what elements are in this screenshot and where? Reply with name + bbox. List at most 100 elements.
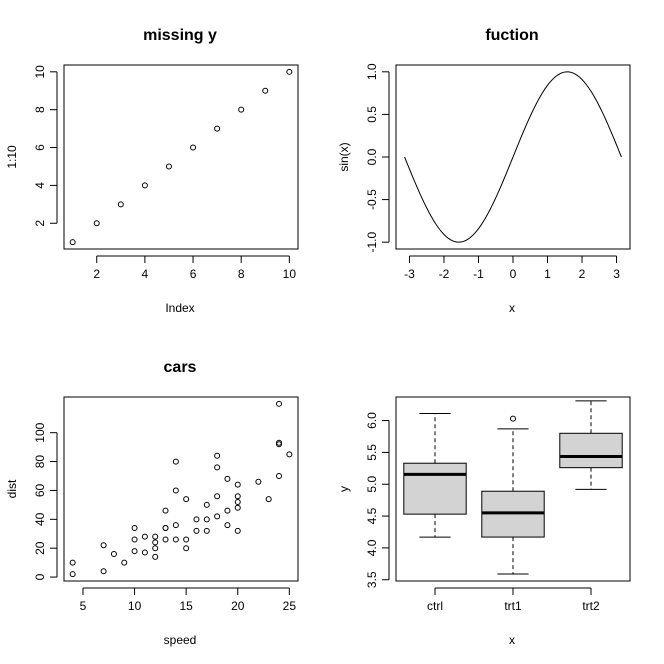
chart-title: missing y	[143, 27, 217, 44]
x-tick-label: 5	[80, 599, 87, 613]
data-point	[100, 542, 107, 549]
x-axis-label: x	[509, 633, 515, 647]
x-axis-label: x	[509, 301, 515, 315]
box-body	[559, 432, 623, 469]
data-point	[110, 550, 117, 557]
data-point	[203, 501, 210, 508]
data-point	[162, 536, 169, 543]
y-tick-label: 0.5	[365, 106, 379, 123]
y-axis: 0 20 40 60 80 100	[33, 422, 58, 580]
data-point	[172, 522, 179, 529]
box-trt2	[559, 400, 623, 490]
data-point	[152, 545, 159, 552]
data-points	[69, 68, 293, 246]
y-tick-label: 6.0	[365, 412, 379, 429]
data-point	[193, 527, 200, 534]
plot-frame	[63, 396, 299, 582]
data-point	[162, 524, 169, 531]
data-point	[69, 239, 76, 246]
y-tick-label: 100	[33, 422, 47, 442]
y-tick-label: 60	[33, 483, 47, 497]
y-axis-label: y	[337, 486, 351, 492]
data-point	[183, 536, 190, 543]
panel-fuction: fuction x sin(x) -3 -2 -1 0 1 2 3 -1.0 -0.5 0.0 0…	[337, 27, 631, 315]
y-tick-label: 0.0	[365, 148, 379, 165]
data-point	[183, 545, 190, 552]
x-tick-label: 15	[179, 599, 193, 613]
sine-curve	[404, 71, 622, 243]
data-point	[183, 496, 190, 503]
y-tick-label: 8	[33, 106, 47, 113]
x-tick-label: ctrl	[427, 599, 443, 613]
data-point	[214, 125, 221, 132]
y-tick-label: 40	[33, 512, 47, 526]
y-axis-label: 1:10	[5, 145, 19, 169]
data-point	[238, 106, 245, 113]
x-axis: 2 4 6 8 10	[93, 255, 297, 281]
data-point	[234, 493, 241, 500]
y-tick-label: 0	[33, 573, 47, 580]
data-points	[69, 400, 293, 578]
y-axis: 3.5 4.0 4.5 5.0 5.5 6.0	[365, 412, 390, 588]
data-point	[131, 548, 138, 555]
data-point	[172, 458, 179, 465]
data-point	[69, 571, 76, 578]
data-point	[224, 475, 231, 482]
y-axis: -1.0 -0.5 0.0 0.5 1.0	[365, 63, 390, 253]
x-tick-label: 1	[544, 267, 551, 281]
y-tick-label: 10	[33, 65, 47, 79]
data-point	[265, 496, 272, 503]
data-point	[69, 559, 76, 566]
x-tick-label: 3	[613, 267, 620, 281]
data-point	[276, 400, 283, 407]
data-point	[100, 568, 107, 575]
data-point	[131, 536, 138, 543]
x-tick-label: 25	[283, 599, 297, 613]
x-tick-label: 10	[128, 599, 142, 613]
data-point	[141, 533, 148, 540]
x-tick-label: 2	[579, 267, 586, 281]
data-point	[141, 182, 148, 189]
data-point	[276, 439, 283, 446]
data-point	[276, 473, 283, 480]
data-point	[255, 478, 262, 485]
data-point	[214, 493, 221, 500]
y-tick-label: 5.0	[365, 476, 379, 493]
data-point	[172, 487, 179, 494]
data-point	[165, 163, 172, 170]
y-tick-label: 1.0	[365, 63, 379, 80]
y-axis-label: sin(x)	[337, 142, 351, 171]
data-point	[286, 68, 293, 75]
panel-boxplot: x y ctrl trt1 trt2 3.5 4.0 4.5 5.0 5.5 6.0	[337, 396, 631, 647]
y-tick-label: -1.0	[365, 232, 379, 253]
data-point	[172, 536, 179, 543]
x-tick-label: 0	[510, 267, 517, 281]
data-point	[152, 533, 159, 540]
box-trt1	[481, 415, 545, 575]
y-tick-label: 4.0	[365, 539, 379, 556]
data-point	[234, 498, 241, 505]
y-axis-label: dist	[5, 479, 19, 498]
panel-missing-y: missing y Index 1:10 2 4 6 8 10 2 4 6 8 10	[5, 27, 299, 315]
y-tick-label: 4	[33, 182, 47, 189]
x-tick-label: 6	[190, 267, 197, 281]
data-point	[224, 507, 231, 514]
data-point	[141, 549, 148, 556]
x-tick-label: -3	[404, 267, 415, 281]
data-point	[234, 481, 241, 488]
data-point	[131, 524, 138, 531]
x-tick-label: trt2	[582, 599, 600, 613]
chart-title: cars	[164, 359, 197, 376]
x-tick-label: 20	[231, 599, 245, 613]
data-point	[214, 464, 221, 471]
x-axis: 5 10 15 20 25	[80, 587, 297, 613]
data-point	[224, 522, 231, 529]
x-tick-label: trt1	[504, 599, 522, 613]
data-point	[214, 452, 221, 459]
x-axis-label: Index	[165, 301, 194, 315]
x-tick-label: 10	[283, 267, 297, 281]
y-tick-label: 3.5	[365, 571, 379, 588]
y-tick-label: 6	[33, 144, 47, 151]
box-body	[403, 462, 467, 515]
